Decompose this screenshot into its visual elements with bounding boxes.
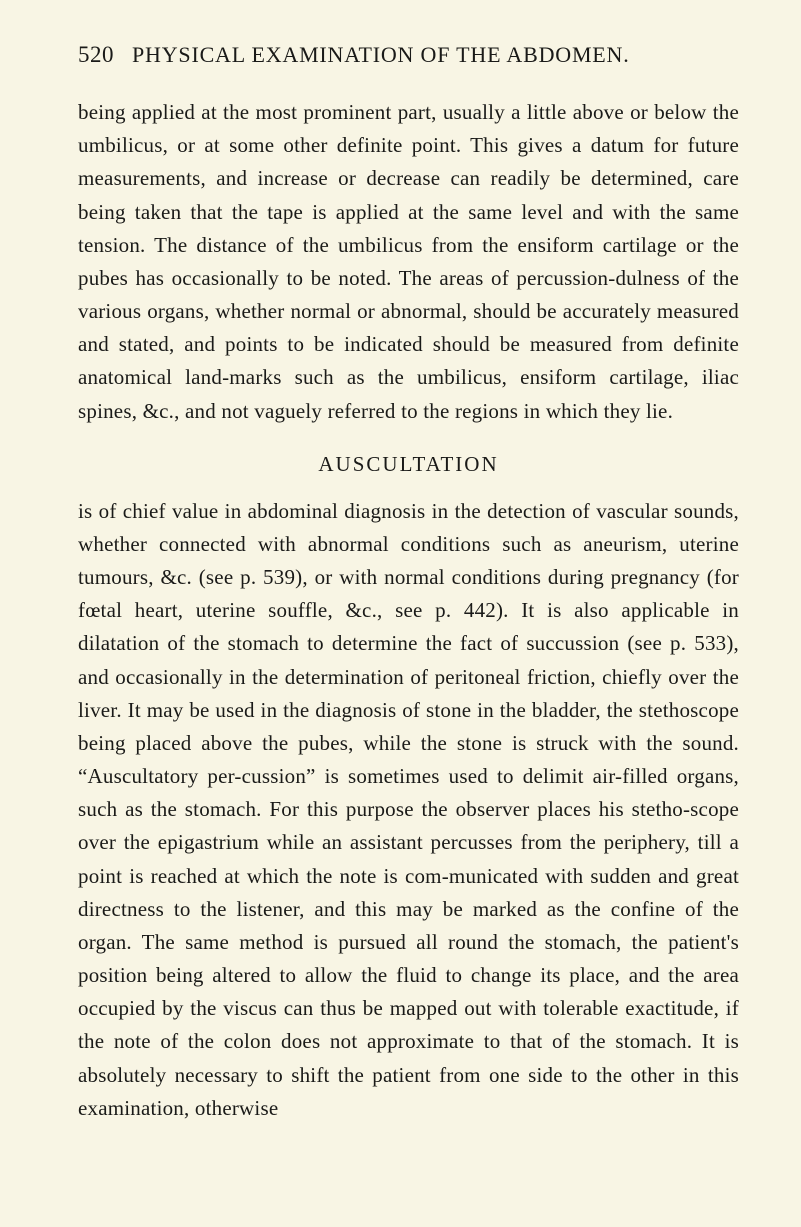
body-paragraph-1: being applied at the most prominent part… — [78, 96, 739, 428]
header-title: PHYSICAL EXAMINATION OF THE ABDOMEN. — [132, 42, 630, 68]
section-heading: AUSCULTATION — [78, 452, 739, 477]
body-paragraph-2: is of chief value in abdominal diagnosis… — [78, 495, 739, 1125]
document-page: 520 PHYSICAL EXAMINATION OF THE ABDOMEN.… — [0, 0, 801, 1191]
page-number: 520 — [78, 42, 114, 68]
page-header: 520 PHYSICAL EXAMINATION OF THE ABDOMEN. — [78, 42, 739, 68]
